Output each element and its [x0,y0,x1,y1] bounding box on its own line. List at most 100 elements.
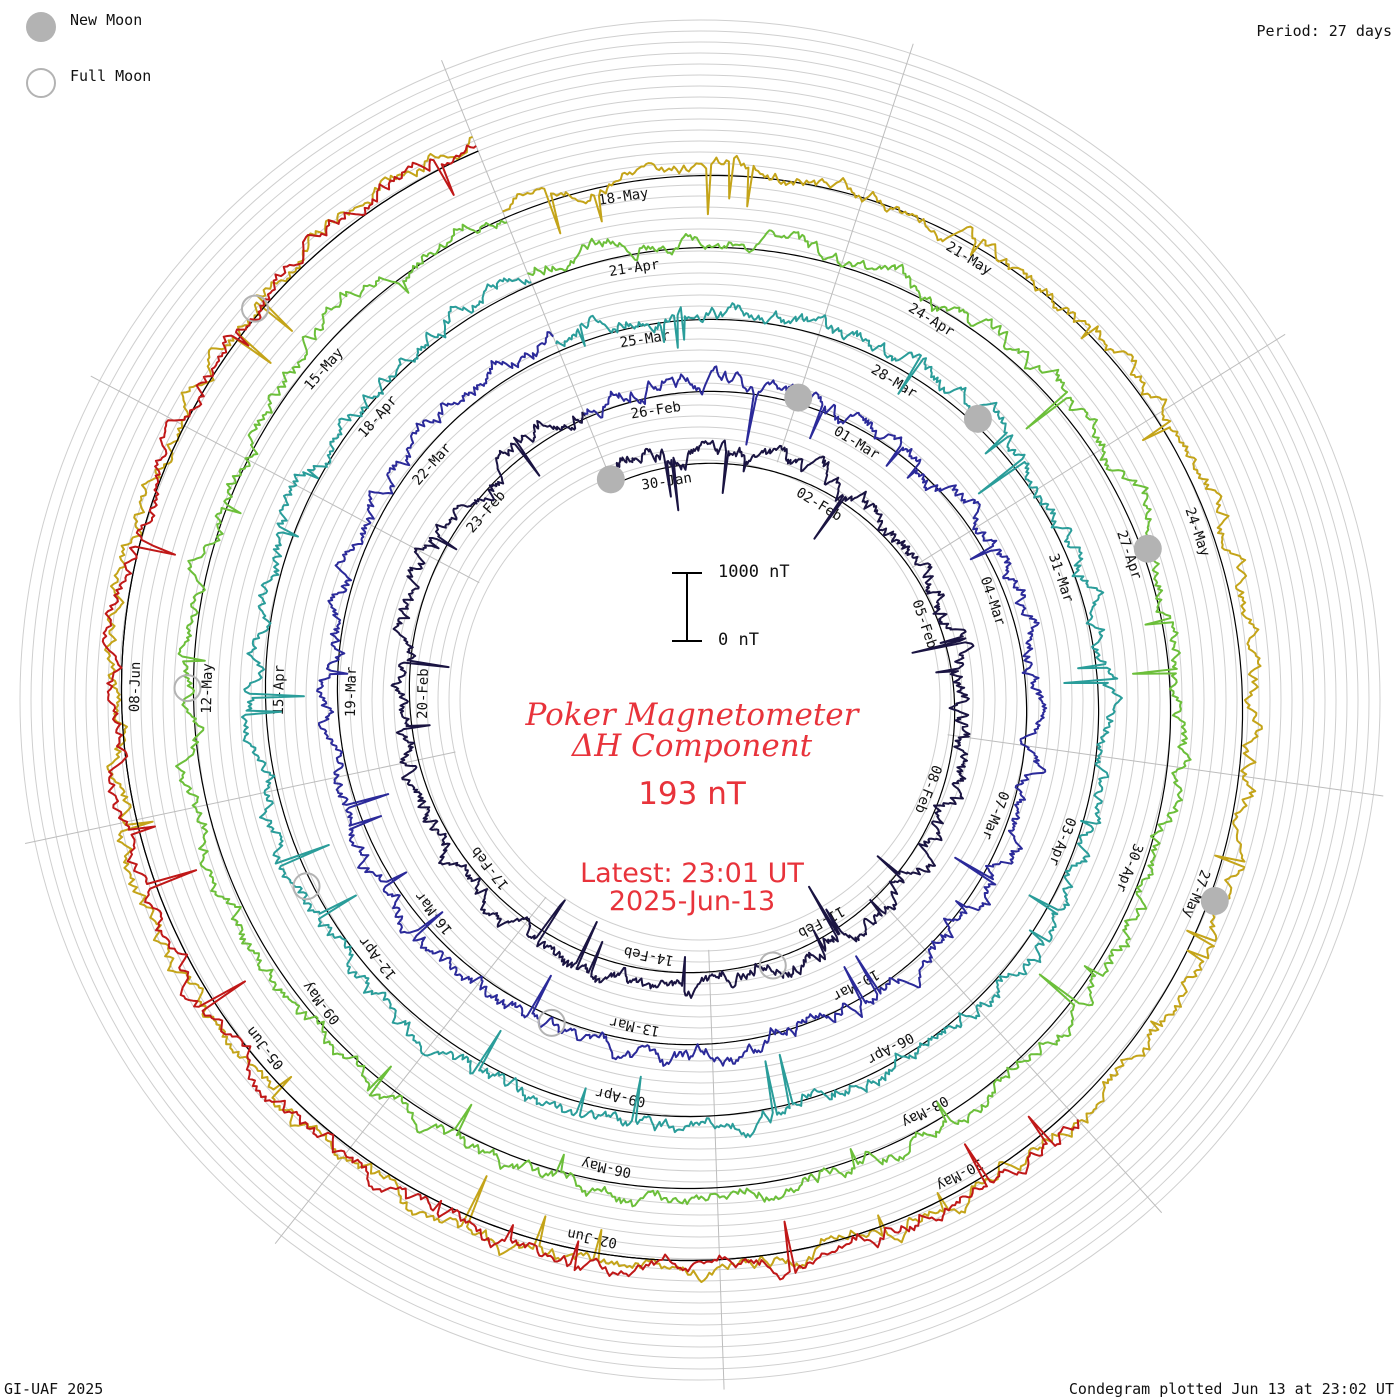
series-trace [390,411,975,999]
grid-ring [382,382,1018,1018]
grid-spoke [866,885,1163,1214]
grid-ring [96,96,1304,1304]
grid-ring [74,74,1326,1326]
grid-spoke [441,60,607,469]
moon-markers [173,294,1229,1037]
grid-spoke [947,734,1384,797]
date-label: 25-Mar [619,328,671,351]
date-label: 21-Apr [608,257,660,280]
legend-full-moon: Full Moon [26,67,152,98]
full-moon-label: Full Moon [70,67,152,85]
grid-ring [327,327,1073,1073]
date-label: 12-Apr [356,933,400,982]
new-moon-icon [26,12,56,42]
latest-line1: Latest: 23:01 UT [580,858,804,889]
grid-ring [63,63,1337,1337]
new-moon-marker [963,404,992,433]
series-trace [316,331,1048,1067]
date-label: 15-Apr [271,665,288,716]
grid-ring [459,459,941,941]
new-moon-label: New Moon [70,11,143,29]
grid-ring [206,206,1194,1194]
grid-ring [305,305,1095,1095]
series-trace [175,219,1192,1208]
full-moon-icon [26,68,56,98]
grid-spoke [24,751,456,844]
grid-ring [217,217,1183,1183]
date-label: 20-Feb [415,668,432,719]
baseline-spiral [264,284,1100,1118]
full-moon-marker [240,294,269,323]
grid-ring [437,437,963,963]
grid-ring [239,239,1161,1161]
grid-ring [316,316,1084,1084]
date-label: 24-May [1181,506,1212,559]
date-label: 30-Jan [640,470,692,493]
date-label: 03-Apr [1045,815,1078,868]
latest-line2: 2025-Jun-13 [608,886,776,917]
new-moon-marker [1133,534,1162,563]
grid-ring [30,30,1370,1370]
legend-new-moon: New Moon [26,11,143,42]
grid-ring [195,195,1205,1205]
grid-spoke [708,949,725,1390]
baseline-spiral [192,217,1172,1190]
date-label: 15-May [301,345,346,394]
date-label: 08-Jun [127,661,144,712]
chart-title: Poker Magnetometer ΔH Component [492,700,892,762]
date-label: 09-May [300,978,344,1027]
footer-plotted: Condegram plotted Jun 13 at 23:02 UT [1068,1380,1394,1398]
grid-ring [52,52,1348,1348]
baseline-spiral [336,350,1028,1046]
grid-ring [261,261,1139,1139]
latest-time: Latest: 23:01 UT 2025-Jun-13 [492,860,892,916]
grid-ring [41,41,1359,1359]
date-label: 31-Mar [1045,552,1076,605]
full-moon-marker [173,674,202,703]
date-label: 22-Mar [409,440,454,489]
data-series [101,135,1263,1283]
chart-title-line2: ΔH Component [571,728,813,764]
grid-ring [151,151,1249,1249]
chart-title-line1: Poker Magnetometer [525,697,859,733]
grid-ring [360,360,1040,1040]
current-value: 193 nT [638,776,746,812]
new-moon-marker [596,465,625,494]
date-label: 19-Mar [343,666,360,717]
grid-ring [448,448,952,952]
scale-bar [672,572,702,642]
series-trace [241,277,1123,1139]
date-label: 26-Feb [630,399,682,422]
date-label: 06-Apr [864,1029,916,1067]
period-label: Period: 27 days [1256,22,1392,40]
grid-spoke [911,333,1286,568]
scale-bottom-label: 0 nT [718,630,759,650]
date-label: 08-Feb [911,763,944,816]
series-trace [101,144,1080,1281]
date-label: 14-Feb [622,943,675,969]
date-label: 04-Mar [977,575,1008,628]
scale-top-label: 1000 nT [718,562,790,582]
new-moon-marker [784,383,813,412]
grid-ring [140,140,1260,1260]
full-moon-marker [758,951,787,980]
grid-ring [173,173,1227,1227]
grid-ring [393,393,1007,1007]
date-label: 12-May [199,663,216,714]
new-moon-marker [1200,887,1229,916]
full-moon-marker [537,1008,566,1037]
grid-ring [129,129,1271,1271]
grid-ring [338,338,1062,1062]
grid-ring [294,294,1106,1106]
grid-ring [85,85,1315,1315]
grid-ring [272,272,1128,1128]
date-label: 06-May [580,1155,633,1181]
full-moon-marker [292,872,321,901]
grid-ring [19,19,1381,1381]
grid-spoke [274,896,547,1245]
date-label: 01-Mar [831,423,883,463]
date-label: 13-Mar [608,1013,661,1039]
footer-credit: GI-UAF 2025 [4,1380,104,1398]
date-label: 18-May [597,185,649,208]
